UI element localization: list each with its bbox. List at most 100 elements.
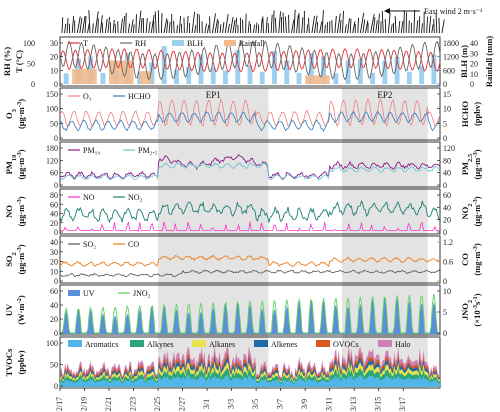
blh-bar: [284, 60, 290, 84]
ylabel-so2-unit-part: -3: [16, 247, 23, 253]
wind-vector: [334, 15, 337, 34]
x-tick-label: 3/11: [325, 397, 334, 411]
wind-vector: [138, 10, 142, 34]
wind-vector: [394, 15, 397, 34]
ylabel-pm10: PM10: [4, 155, 18, 175]
y-tick-label: 30: [50, 39, 58, 48]
x-tick-label: 3/5: [251, 399, 260, 409]
ylabel-pm10-unit: (μg·m-3): [16, 149, 27, 179]
episode-shade-2: [341, 88, 428, 388]
ylabel-o3-part: 3: [11, 108, 18, 112]
legend-swatch: [316, 340, 330, 347]
wind-vector: [362, 19, 366, 34]
ylabel-no-part: NO: [4, 205, 14, 218]
blh-bar: [210, 67, 216, 84]
wind-vector: [291, 19, 295, 34]
wind-vector: [349, 18, 352, 34]
ylabel-jno2-unit-part: ): [472, 293, 482, 296]
wind-vector: [365, 20, 369, 34]
ylabel-co-unit-part: ): [472, 243, 482, 246]
x-tick-label: 3/7: [275, 399, 284, 409]
wind-vector: [66, 18, 69, 34]
wind-vector: [252, 24, 256, 34]
wind-vector: [157, 10, 160, 34]
y2-outer-tick-label: 10: [470, 70, 478, 79]
y2-tick-label: 5: [443, 119, 447, 128]
ylabel-jno2-part: JNO: [460, 303, 470, 320]
y-tick-label: 40: [50, 301, 58, 310]
wind-vector: [104, 18, 108, 34]
y2-tick-label: 0: [443, 80, 447, 89]
x-tick-label: 2/19: [79, 397, 88, 411]
y-tick-label: 100: [46, 339, 58, 348]
no-line: [60, 221, 440, 232]
wind-vector: [214, 18, 219, 34]
ylabel-pm10-unit-part: ): [16, 149, 26, 152]
ylabel-no-unit-part: (μg·m: [16, 205, 26, 227]
pm25-line: [59, 161, 441, 181]
ylabel-pm10-unit-part: (μg·m: [16, 158, 26, 180]
wind-vector: [166, 20, 169, 34]
ylabel-blh: BLH (m): [459, 45, 469, 78]
wind-vector: [229, 16, 234, 34]
legend-swatch: [224, 40, 236, 46]
ylabel-no2-unit-part: (μg·m: [472, 205, 482, 227]
y-outer-tick-label: 50: [27, 60, 35, 69]
ylabel-uv-unit-part: -2: [16, 298, 23, 303]
blh-bar: [272, 51, 277, 84]
rainfall-bar: [72, 68, 97, 84]
legend-swatch: [68, 290, 80, 296]
blh-bar: [223, 70, 228, 84]
y-tick-label: 30: [50, 248, 58, 257]
blh-bar: [247, 65, 253, 84]
ylabel-pm10-part: 10: [11, 155, 18, 162]
wind-vector: [435, 13, 438, 34]
wind-vector: [381, 10, 384, 34]
y-outer-tick-label: 0: [31, 80, 35, 89]
legend-swatch: [254, 340, 268, 347]
ylabel-tvocs: TVOCs: [4, 348, 14, 376]
legend-swatch: [68, 340, 82, 347]
wind-vector: [79, 17, 83, 34]
wind-vector: [219, 24, 222, 34]
wind-vector: [64, 23, 67, 34]
y2-tick-label: 80: [443, 156, 451, 165]
ylabel-no2-part: NO: [460, 206, 470, 219]
ylabel-rh: RH (%): [2, 47, 12, 76]
legend-label: OVOCs: [333, 340, 359, 349]
blh-bar: [259, 71, 265, 84]
legend-label: HCHO: [128, 92, 151, 101]
legend-label: Alkanes: [209, 340, 235, 349]
y-tick-label: 50: [50, 119, 58, 128]
wind-vector: [344, 24, 347, 34]
blh-bar: [431, 54, 437, 84]
wind-vector-strip: [61, 8, 445, 34]
y-tick-label: 0: [54, 134, 58, 143]
wind-vector: [270, 14, 273, 34]
ylabel-no2-unit: (μg·m-3): [472, 196, 483, 226]
ylabel-no2-unit-part: ): [472, 196, 482, 199]
blh-bar: [406, 71, 412, 84]
y-tick-label: 150: [46, 90, 58, 99]
legend-label: Aromatics: [85, 340, 118, 349]
wind-vector: [206, 24, 210, 34]
wind-vector: [212, 13, 216, 34]
ylabel-no2: NO2: [460, 204, 474, 220]
episode-label-2: EP2: [377, 90, 392, 100]
wind-vector: [296, 15, 299, 34]
wind-vector: [319, 21, 323, 34]
ylabel-pm25-unit: (μg·m-3): [472, 149, 483, 179]
blh-bar: [345, 60, 351, 84]
wind-vector: [163, 18, 168, 34]
y2-tick-label: 5: [443, 308, 447, 317]
pm10-line: [59, 154, 441, 180]
wind-vector: [413, 9, 416, 34]
ylabel-o3-unit-part: (μg·m: [16, 107, 26, 129]
panel-frame: [59, 36, 441, 87]
ylabel-no2-unit-part: -3: [472, 199, 479, 205]
wind-vector: [148, 21, 151, 34]
ylabel-so2-unit: (μg·m-3): [16, 244, 27, 274]
y2-tick-label: 120: [443, 144, 455, 153]
